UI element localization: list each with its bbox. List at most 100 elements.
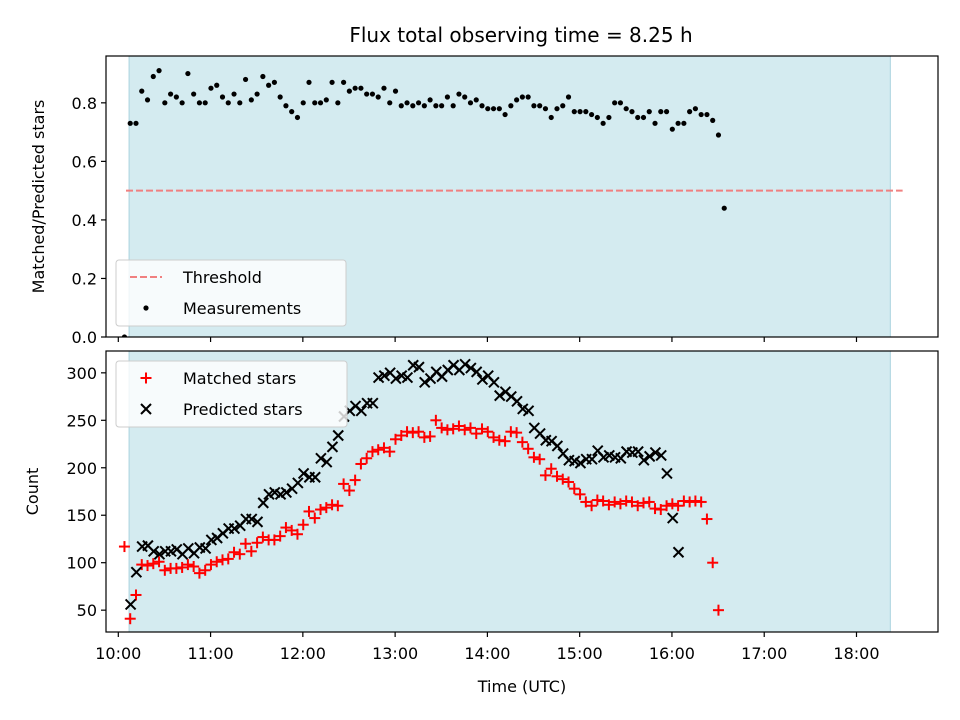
matched-star-point (338, 478, 350, 490)
measurement-point (260, 73, 266, 80)
measurement-point (248, 97, 254, 103)
matched-star-point (343, 485, 355, 497)
predicted-star-point (246, 513, 258, 525)
legend-label: Threshold (182, 268, 262, 287)
matched-star-point (280, 522, 292, 534)
matched-star-point (453, 420, 465, 432)
measurement-point (537, 103, 543, 109)
matched-star-point (291, 528, 303, 540)
matched-star-point (182, 559, 194, 571)
measurement-point (606, 114, 612, 121)
measurement-point (704, 111, 710, 118)
bottom-x-tick-label: 14:00 (464, 644, 510, 663)
predicted-star-point (130, 566, 143, 578)
measurement-point (617, 100, 624, 106)
measurement-point (415, 100, 422, 106)
bottom-y-tick-label: 300 (66, 364, 97, 383)
measurement-point (312, 100, 318, 106)
bottom-y-tick-label: 200 (66, 459, 97, 478)
matched-star-point (545, 463, 557, 475)
bottom-y-tick-label: 100 (66, 554, 97, 573)
matched-star-point (528, 451, 540, 463)
legend-measurement-swatch (143, 305, 149, 311)
bottom-x-tick-label: 18:00 (833, 644, 879, 663)
predicted-star-point (315, 452, 327, 464)
bottom-legend-box (115, 360, 348, 428)
predicted-star-point (401, 371, 414, 384)
predicted-star-point (661, 467, 673, 480)
measurement-point (623, 106, 629, 112)
predicted-star-point (632, 445, 644, 458)
bottom-legend: Matched stars Predicted stars (115, 360, 348, 428)
matched-star-point (211, 556, 223, 568)
matched-star-point (557, 473, 569, 485)
measurement-point (173, 94, 179, 100)
matched-star-point (332, 500, 344, 512)
matched-star-point (430, 414, 442, 426)
matched-star-point (199, 564, 211, 576)
measurement-point (179, 100, 185, 106)
bottom-x-tick-label: 13:00 (372, 644, 418, 663)
matched-star-point (366, 446, 378, 458)
matched-star-point (459, 424, 471, 436)
predicted-star-point (367, 397, 379, 409)
matched-star-point (222, 553, 234, 565)
top-y-axis-label: Matched/Predicted stars (29, 100, 48, 294)
measurement-point (300, 100, 306, 106)
measurement-point (254, 91, 260, 97)
top-y-tick-label: 0.8 (72, 94, 97, 113)
top-marks (121, 68, 903, 337)
matched-star-point (257, 531, 269, 543)
measurement-point (519, 94, 525, 100)
matched-star-point (643, 496, 655, 508)
matched-star-point (712, 604, 724, 616)
matched-star-point (309, 512, 321, 524)
predicted-star-point (280, 486, 293, 499)
matched-star-point (320, 502, 332, 514)
matched-star-point (234, 548, 246, 560)
matched-star-point (315, 504, 327, 516)
measurement-point (612, 100, 618, 106)
bottom-y-tick-label: 250 (66, 411, 97, 430)
matched-star-point (488, 431, 500, 443)
matched-star-point (268, 534, 280, 546)
measurement-point (329, 79, 335, 85)
matched-star-point (349, 474, 361, 486)
predicted-star-point (124, 598, 137, 611)
measurement-point (323, 97, 329, 103)
measurement-point (629, 109, 635, 115)
matched-star-point (539, 469, 551, 481)
top-panel: 0.0 0.2 0.4 0.6 0.8 Matched/Predicted stars Th… (29, 55, 939, 347)
measurement-point (358, 85, 364, 91)
bottom-x-tick-label: 17:00 (741, 644, 787, 663)
predicted-star-point (199, 542, 212, 555)
measurement-point (456, 91, 462, 97)
measurement-point (306, 79, 312, 85)
predicted-star-point (390, 372, 402, 385)
matched-star-point (522, 443, 534, 455)
measurement-point (571, 109, 577, 115)
measurement-point (565, 94, 572, 100)
predicted-star-point (638, 454, 650, 466)
measurement-point (139, 88, 145, 94)
matched-star-point (142, 560, 154, 572)
measurement-point (191, 91, 197, 97)
matched-star-point (413, 426, 425, 438)
bottom-y-tick-label: 50 (77, 601, 97, 620)
matched-star-point (476, 423, 488, 435)
measurement-point (496, 106, 502, 112)
measurement-point (514, 97, 520, 103)
matched-star-point (378, 442, 390, 454)
measurement-point (560, 103, 566, 109)
top-y-tick-label: 0.6 (72, 152, 97, 171)
measurement-point (144, 97, 151, 103)
measurement-point (185, 70, 191, 77)
matched-star-point (153, 556, 165, 568)
measurement-point (335, 100, 341, 106)
bottom-marks (118, 358, 724, 625)
bottom-x-tick-label: 12:00 (280, 644, 326, 663)
predicted-star-point (493, 389, 506, 402)
measurement-point (687, 109, 693, 115)
measurement-point (698, 111, 704, 118)
predicted-star-point (574, 457, 587, 469)
